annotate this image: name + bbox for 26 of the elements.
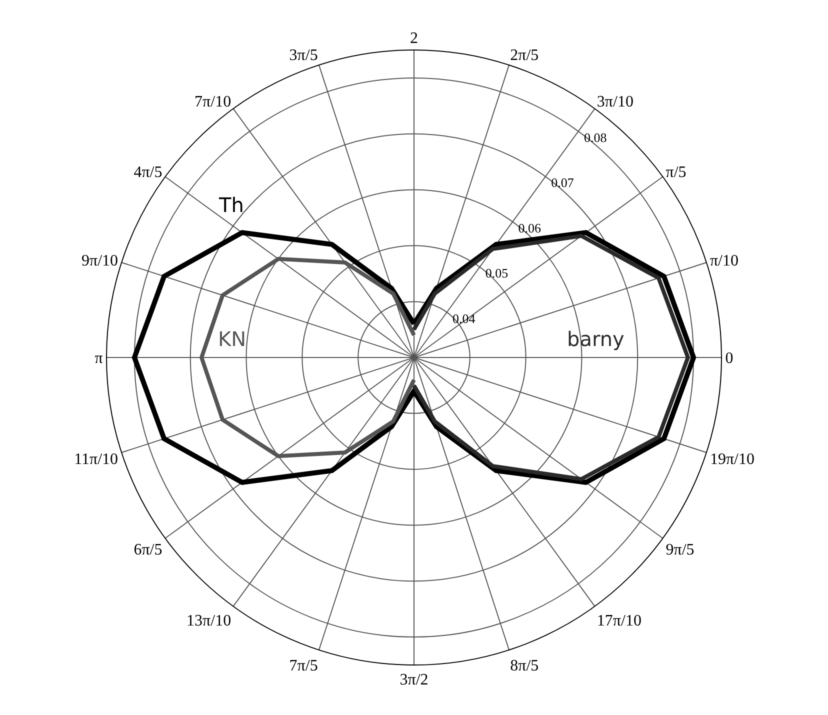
y-tick-label: 0.05 xyxy=(485,266,508,281)
spoke-label: π/5 xyxy=(666,164,686,182)
y-tick-label: 0.08 xyxy=(584,130,607,145)
spoke-label: π xyxy=(94,350,103,368)
spoke-label: 13π/10 xyxy=(186,612,232,630)
spoke-label: 7π/10 xyxy=(194,93,232,110)
spoke-label: 2 xyxy=(410,30,418,48)
spoke-label: 0 xyxy=(725,350,734,368)
spoke-label: π/10 xyxy=(710,252,738,270)
spoke-label: 8π/5 xyxy=(510,657,539,674)
spoke-label: 9π/10 xyxy=(82,252,118,270)
spoke-label: 9π/5 xyxy=(666,541,694,558)
series-label: Th xyxy=(218,193,244,217)
y-tick-label: 0.06 xyxy=(518,220,542,236)
spoke-label: 3π/5 xyxy=(289,47,318,64)
spoke-label: 4π/5 xyxy=(134,164,162,182)
spoke-label: 6π/5 xyxy=(134,541,162,558)
spoke-label: 3π/10 xyxy=(596,93,634,110)
spoke-label: 3π/2 xyxy=(400,672,428,689)
spoke-label: 7π/5 xyxy=(289,657,318,674)
spoke-label: 17π/10 xyxy=(596,612,642,630)
y-tick-label: 0.07 xyxy=(551,175,574,190)
spoke-label: 19π/10 xyxy=(710,450,754,468)
spoke-label: 2π/5 xyxy=(510,47,539,64)
series-label: KN xyxy=(218,327,246,351)
spoke-label: 11π/10 xyxy=(74,450,118,468)
